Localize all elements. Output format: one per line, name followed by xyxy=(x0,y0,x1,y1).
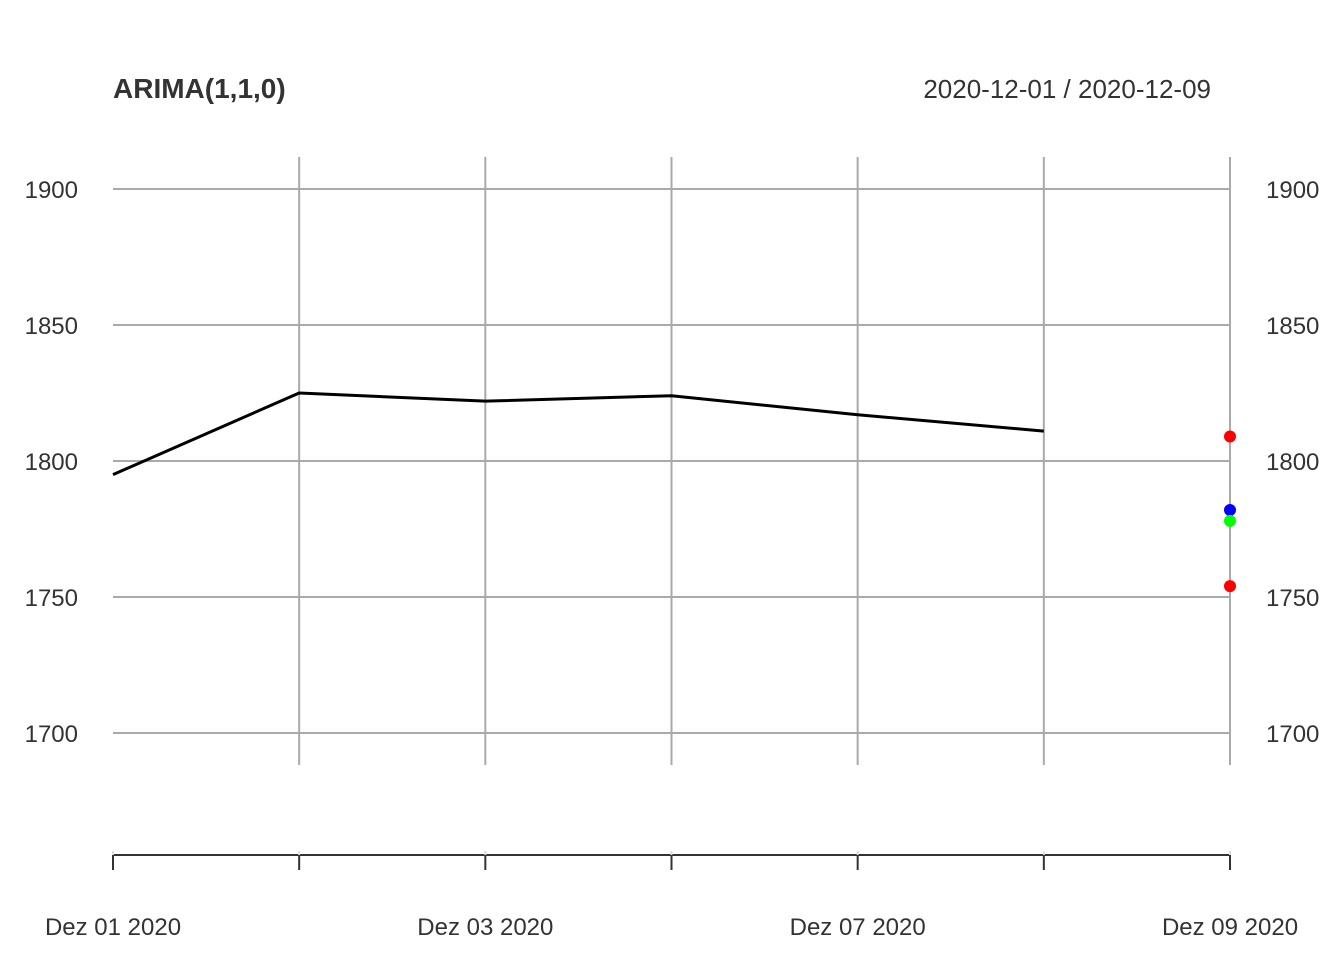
vertical-gridlines xyxy=(298,157,1231,765)
chart-title: ARIMA(1,1,0) xyxy=(113,73,286,104)
forecast-point xyxy=(1224,430,1236,443)
y-tick-label: 1750 xyxy=(25,585,78,612)
y-tick-label: 1850 xyxy=(25,313,78,340)
x-tick-label: Dez 03 2020 xyxy=(417,914,553,941)
y-tick-label: 1800 xyxy=(25,449,78,476)
x-tick-label: Dez 09 2020 xyxy=(1162,914,1298,941)
y-tick-label: 1900 xyxy=(1266,177,1319,204)
series-line xyxy=(112,391,1044,476)
y-tick-label: 1850 xyxy=(1266,313,1319,340)
x-tick-label: Dez 01 2020 xyxy=(45,914,181,941)
series-layer xyxy=(112,391,1044,476)
y-tick-label: 1700 xyxy=(1266,721,1319,748)
date-range-label: 2020-12-01 / 2020-12-09 xyxy=(923,74,1211,104)
y-tick-label: 1900 xyxy=(25,177,78,204)
forecast-points xyxy=(1224,430,1236,593)
y-tick-label: 1750 xyxy=(1266,585,1319,612)
x-tick-label: Dez 07 2020 xyxy=(790,914,926,941)
forecast-point xyxy=(1224,503,1236,516)
forecast-point xyxy=(1224,514,1236,527)
x-axis: Dez 01 2020 Dez 03 2020 Dez 07 2020 Dez 09 … xyxy=(45,851,1298,941)
forecast-point xyxy=(1224,580,1236,593)
y-axis-left: 1700 1750 1800 1850 1900 xyxy=(25,177,78,748)
y-axis-right: 1700 1750 1800 1850 1900 xyxy=(1266,177,1319,748)
y-tick-label: 1800 xyxy=(1266,449,1319,476)
y-tick-label: 1700 xyxy=(25,721,78,748)
